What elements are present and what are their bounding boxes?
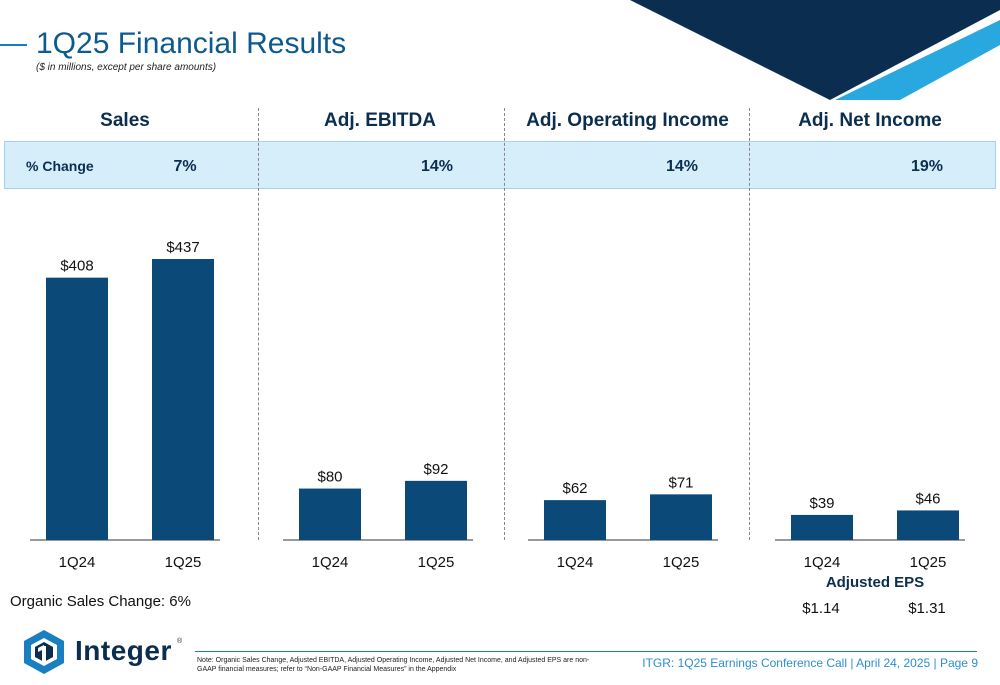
page-subtitle: ($ in millions, except per share amounts…: [36, 62, 217, 73]
bar: [46, 277, 108, 540]
adjusted-eps-1q25: $1.31: [908, 600, 946, 617]
bar: [405, 480, 467, 540]
registered-mark: ®: [177, 638, 183, 645]
footnote: Note: Organic Sales Change, Adjusted EBI…: [197, 657, 590, 673]
data-label: $80: [317, 469, 342, 486]
data-label: $408: [60, 258, 93, 275]
page-title: 1Q25 Financial Results: [36, 27, 347, 60]
organic-sales-change: Organic Sales Change: 6%: [10, 593, 191, 610]
data-label: $71: [668, 474, 693, 491]
panel-title-net-income: Adj. Net Income: [798, 110, 942, 131]
footer-info: ITGR: 1Q25 Earnings Conference Call | Ap…: [642, 656, 978, 670]
percent-change-band: [4, 141, 996, 189]
panel-divider: [749, 108, 750, 540]
panel-title-sales: Sales: [100, 110, 150, 131]
percent-change-label: % Change: [26, 158, 94, 174]
integer-logo-text: Integer: [75, 635, 172, 666]
x-tick-label: 1Q25: [165, 554, 202, 571]
adjusted-eps-1q24: $1.14: [802, 600, 840, 617]
data-label: $92: [423, 461, 448, 478]
data-label: $437: [166, 239, 199, 256]
percent-change-operating-income: 14%: [665, 158, 699, 175]
x-tick-label: 1Q24: [557, 554, 594, 571]
bar: [544, 500, 606, 540]
percent-change-net-income: 19%: [910, 158, 944, 175]
footer-divider: [195, 651, 977, 652]
percent-change-sales: 7%: [173, 158, 197, 175]
integer-logo-icon: [24, 630, 64, 674]
x-tick-label: 1Q25: [910, 554, 947, 571]
x-tick-label: 1Q25: [418, 554, 455, 571]
bar: [299, 488, 361, 540]
data-label: $62: [562, 480, 587, 497]
panel-title-operating-income: Adj. Operating Income: [526, 110, 729, 131]
percent-change-ebitda: 14%: [420, 158, 454, 175]
bar: [897, 510, 959, 540]
bar: [650, 494, 712, 540]
panel-divider: [258, 108, 259, 540]
panel-title-ebitda: Adj. EBITDA: [324, 110, 436, 131]
x-tick-label: 1Q24: [804, 554, 841, 571]
x-tick-label: 1Q24: [312, 554, 349, 571]
adjusted-eps-label: Adjusted EPS: [825, 574, 925, 591]
data-label: $46: [915, 490, 940, 507]
corner-decoration: [630, 0, 1000, 100]
bar: [152, 259, 214, 540]
title-accent-line: [0, 44, 27, 46]
x-tick-label: 1Q25: [663, 554, 700, 571]
x-tick-label: 1Q24: [59, 554, 96, 571]
bar: [791, 514, 853, 540]
data-label: $39: [809, 495, 834, 512]
panel-divider: [504, 108, 505, 540]
